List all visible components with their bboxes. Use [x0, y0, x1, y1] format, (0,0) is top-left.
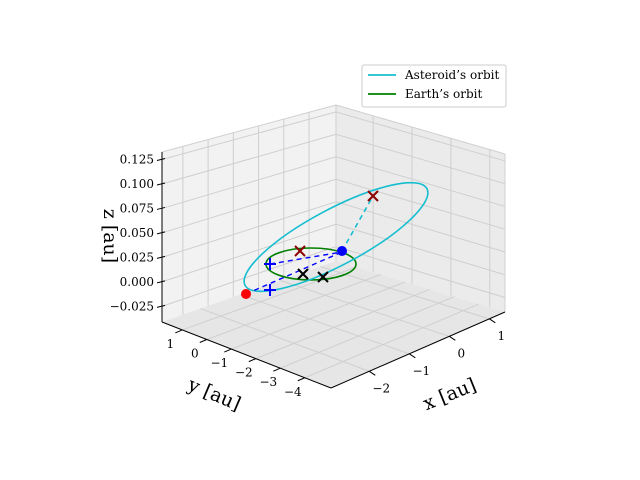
pane-edge-3: [335, 104, 506, 155]
z-tick-label-5: 0.100: [120, 177, 154, 191]
x-tick-label-1: −1: [412, 364, 430, 378]
y-axis-line: [161, 321, 332, 389]
z-axis-label: z [au]: [99, 209, 121, 263]
cyan-dashed-segment: [341, 195, 374, 252]
z-tick-4: [156, 206, 166, 210]
z-gridline-6: [161, 111, 506, 162]
z-tick-3: [156, 231, 166, 235]
z-gridline-0: [161, 246, 506, 307]
marker-cross-black-2: [317, 271, 329, 283]
y-floor-gridline-1: [206, 274, 381, 340]
z-tick-6: [156, 157, 166, 161]
legend-label-asteroid: Asteroid’s orbit: [404, 68, 499, 82]
y-floor-gridline-2: [231, 281, 406, 350]
x-tick-0: [369, 370, 376, 376]
x-floor-gridline-2: [280, 280, 450, 337]
marker-dot-red: [241, 289, 251, 299]
marker-plus-1: [264, 258, 276, 270]
plot-area: [241, 181, 429, 299]
y-tick-label-5: −4: [284, 385, 302, 399]
x-floor-gridline-3: [320, 266, 490, 320]
z-tick-2: [156, 255, 166, 259]
z-tick-label-1: 0.000: [120, 275, 154, 289]
blue-dashed-segment-upper: [269, 251, 343, 265]
marker-cross-darkred-2: [367, 190, 379, 202]
y-floor-gridline-4: [280, 296, 455, 369]
y-tick-1: [199, 339, 207, 343]
z-tick-label-6: 0.125: [120, 152, 154, 166]
asteroid-orbit-line: [243, 181, 429, 293]
x-tick-1: [409, 353, 416, 359]
z-gridline-4: [161, 156, 506, 209]
z-tick-label-2: 0.025: [120, 250, 154, 264]
axis-lines: [161, 152, 506, 389]
y-floor-gridline-3: [255, 288, 430, 360]
legend-label-earth: Earth’s orbit: [405, 87, 482, 101]
x-tick-label-2: 0: [457, 346, 465, 360]
marker-cross-darkred-1: [294, 245, 306, 257]
tick-labels: −0.025 0.000 0.025 0.050 0.075 0.100 0.125 1 0 −1…: [110, 152, 506, 398]
x-floor-gridline-1: [240, 294, 410, 355]
x-axis-line: [330, 311, 506, 389]
x-tick-label-3: 1: [498, 329, 506, 343]
marker-cross-black-1: [297, 268, 309, 280]
z-tick-label-4: 0.075: [120, 201, 154, 215]
y-tick-5: [297, 377, 306, 382]
y-tick-label-1: 0: [191, 346, 199, 360]
legend: Asteroid’s orbit Earth’s orbit: [361, 64, 507, 108]
y-tick-2: [224, 348, 232, 353]
z-tick-label-3: 0.050: [120, 226, 154, 240]
y-tick-3: [248, 358, 256, 363]
marker-plus-2: [264, 284, 276, 296]
z-gridline-1: [161, 223, 506, 283]
tick-marks: [156, 157, 496, 382]
x-axis-label: x [au]: [420, 374, 479, 415]
z-gridline-2: [161, 201, 506, 258]
x-tick-2: [449, 335, 456, 341]
z-tick-5: [156, 182, 166, 186]
y-tick-4: [273, 367, 281, 372]
z-tick-label-0: −0.025: [110, 299, 154, 313]
z-tick-0: [156, 304, 166, 308]
legend-box: [361, 64, 507, 108]
x-tick-label-0: −2: [372, 381, 390, 395]
y-tick-label-4: −3: [259, 375, 277, 389]
y-tick-label-0: 1: [166, 337, 174, 351]
y-floor-gridline-0: [182, 266, 357, 331]
y-tick-0: [175, 329, 183, 334]
pane-edge-1: [161, 104, 337, 153]
x-floor-gridline-0: [200, 308, 370, 372]
y-tick-label-3: −2: [235, 366, 253, 380]
z-gridline-3: [161, 178, 506, 234]
x-tick-3: [489, 318, 496, 324]
marker-dot-blue: [337, 246, 347, 256]
z-tick-1: [156, 280, 166, 284]
y-tick-label-2: −1: [210, 356, 228, 370]
y-floor-gridline-5: [304, 303, 479, 379]
z-gridline-5: [161, 133, 506, 185]
